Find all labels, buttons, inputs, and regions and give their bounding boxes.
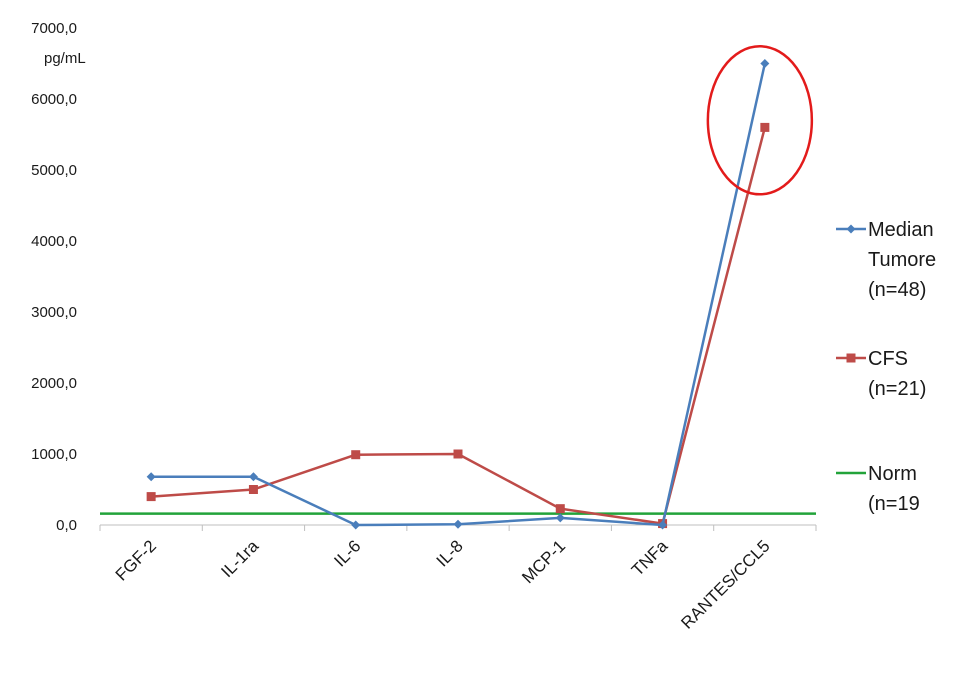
x-axis: FGF-2 IL-1ra IL-6 IL-8 MCP-1 TNFa RANTES/CCL5	[99, 525, 817, 633]
legend-label: CFS	[868, 348, 908, 370]
legend-item-norm: Norm (n=19	[836, 463, 920, 515]
data-point	[760, 122, 770, 132]
highlight-layer	[706, 45, 814, 196]
legend-label: (n=19	[868, 493, 920, 515]
legend-label: Norm	[868, 463, 917, 485]
data-point	[453, 449, 463, 459]
x-tick-label: RANTES/CCL5	[677, 536, 773, 632]
series-median-tumore	[146, 59, 770, 530]
y-tick-label: 3000,0	[31, 304, 77, 321]
x-tick-label: IL-8	[433, 536, 467, 570]
data-point	[248, 472, 258, 482]
y-tick-label: 2000,0	[31, 375, 77, 392]
legend-item-median-tumore: Median Tumore (n=48)	[836, 219, 936, 301]
data-point	[555, 504, 565, 514]
legend-item-cfs: CFS (n=21)	[836, 348, 926, 400]
legend-label: (n=48)	[868, 279, 926, 301]
data-point	[555, 513, 565, 523]
data-point	[146, 492, 156, 502]
data-point	[453, 519, 463, 529]
y-tick-label: 5000,0	[31, 162, 77, 179]
x-tick-label: TNFa	[628, 536, 672, 580]
data-point	[248, 485, 258, 494]
x-tick-label: FGF-2	[112, 536, 160, 584]
legend: Median Tumore (n=48) CFS (n=21) Norm (n=19	[836, 219, 936, 515]
data-point	[351, 520, 361, 530]
data-point	[760, 59, 770, 68]
y-tick-label: 1000,0	[31, 446, 77, 463]
x-tick-label: MCP-1	[518, 536, 569, 587]
x-tick-label: IL-6	[330, 536, 364, 570]
legend-swatch-marker	[846, 224, 856, 234]
y-tick-label: 4000,0	[31, 233, 77, 250]
x-tick-label: IL-1ra	[217, 536, 262, 581]
y-tick-label: 6000,0	[31, 91, 77, 108]
series-line	[151, 127, 767, 525]
legend-label: (n=21)	[868, 378, 926, 400]
legend-swatch-marker	[846, 353, 856, 363]
data-point	[658, 520, 668, 530]
series-layer	[146, 59, 770, 530]
y-tick-label: 7000,0	[31, 20, 77, 37]
legend-label: Median	[868, 219, 934, 241]
y-axis: 0,0 1000,0 2000,0 3000,0 4000,0 5000,0 6000,0 7…	[31, 20, 77, 534]
legend-label: Tumore	[868, 249, 936, 271]
highlight-ellipse	[706, 45, 814, 196]
y-tick-label: 0,0	[56, 517, 77, 534]
y-unit-label: pg/mL	[44, 50, 86, 67]
data-point	[146, 472, 156, 482]
data-point	[351, 450, 361, 460]
